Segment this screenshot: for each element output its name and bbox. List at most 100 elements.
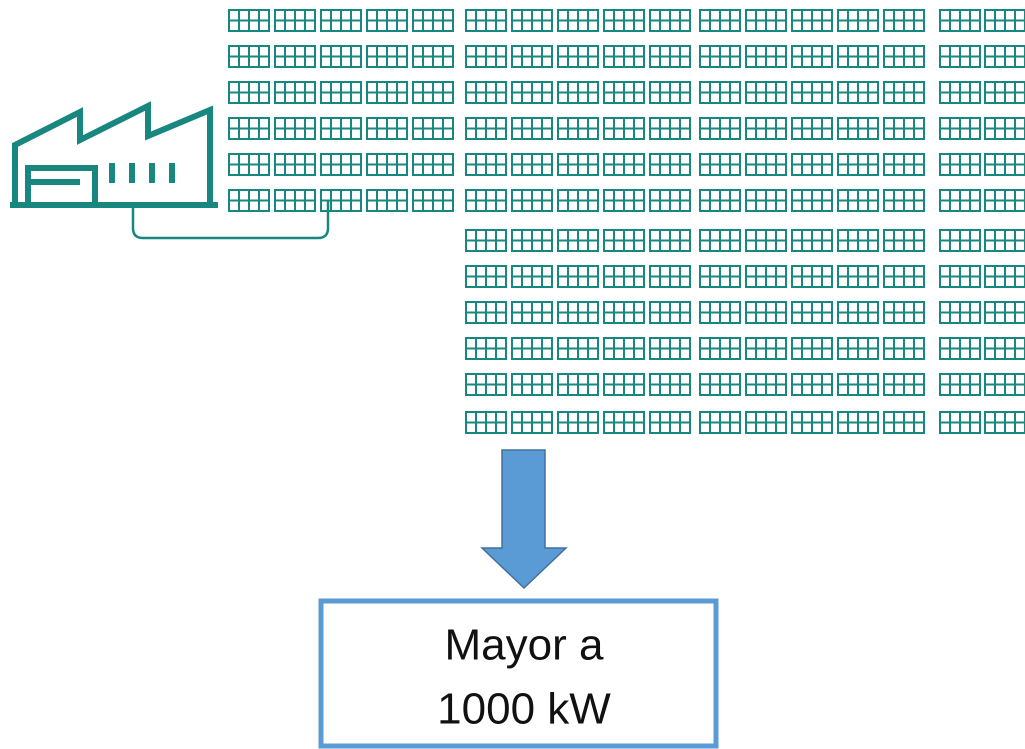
- solar-panel: [792, 230, 832, 251]
- solar-panel: [321, 154, 361, 175]
- solar-panel: [466, 230, 506, 251]
- solar-panel: [558, 266, 598, 287]
- solar-panel: [792, 374, 832, 395]
- solar-panel: [884, 118, 924, 139]
- solar-panel: [367, 46, 407, 67]
- solar-panel: [746, 190, 786, 211]
- solar-panel: [700, 230, 740, 251]
- solar-panel: [558, 412, 598, 433]
- solar-panel: [884, 302, 924, 323]
- solar-panel: [275, 82, 315, 103]
- solar-panel: [558, 10, 598, 31]
- solar-panel: [940, 82, 980, 103]
- solar-panels: [229, 10, 1025, 433]
- solar-panel: [792, 190, 832, 211]
- solar-panel: [884, 266, 924, 287]
- solar-panel: [884, 190, 924, 211]
- solar-panel: [940, 46, 980, 67]
- solar-panel: [838, 190, 878, 211]
- solar-panel: [746, 338, 786, 359]
- solar-panel: [940, 10, 980, 31]
- solar-panel: [512, 302, 552, 323]
- solar-panel: [884, 412, 924, 433]
- solar-panel: [700, 374, 740, 395]
- solar-panel: [558, 374, 598, 395]
- solar-panel: [940, 266, 980, 287]
- solar-panel: [321, 82, 361, 103]
- solar-panel: [940, 190, 980, 211]
- solar-panel: [700, 302, 740, 323]
- solar-panel: [367, 190, 407, 211]
- solar-panel: [229, 46, 269, 67]
- solar-panel: [650, 46, 690, 67]
- solar-panel: [604, 230, 644, 251]
- solar-panel: [466, 10, 506, 31]
- solar-panel: [321, 10, 361, 31]
- solar-panel: [985, 412, 1025, 433]
- solar-panel: [700, 118, 740, 139]
- solar-panel: [838, 374, 878, 395]
- solar-panel: [512, 190, 552, 211]
- solar-panel: [512, 338, 552, 359]
- solar-panel: [466, 266, 506, 287]
- solar-panel: [700, 46, 740, 67]
- solar-panel: [985, 118, 1025, 139]
- solar-panel: [985, 302, 1025, 323]
- solar-panel: [746, 374, 786, 395]
- solar-panel: [413, 118, 453, 139]
- solar-panel: [746, 10, 786, 31]
- solar-panel: [275, 10, 315, 31]
- solar-panel: [650, 154, 690, 175]
- solar-panel: [367, 154, 407, 175]
- solar-panel: [466, 374, 506, 395]
- solar-panel: [792, 118, 832, 139]
- solar-panel: [838, 82, 878, 103]
- solar-panel: [558, 338, 598, 359]
- solar-panel: [746, 302, 786, 323]
- solar-panel: [558, 190, 598, 211]
- solar-panel: [558, 46, 598, 67]
- arrow: [482, 450, 566, 588]
- solar-panel: [884, 82, 924, 103]
- solar-panel: [884, 154, 924, 175]
- solar-panel: [985, 338, 1025, 359]
- solar-panel: [700, 266, 740, 287]
- solar-panel: [985, 266, 1025, 287]
- box-line: 1000 kW: [437, 685, 611, 734]
- solar-panel: [466, 302, 506, 323]
- solar-panel: [512, 154, 552, 175]
- solar-panel: [985, 190, 1025, 211]
- solar-panel: [367, 10, 407, 31]
- solar-panel: [512, 374, 552, 395]
- solar-panel: [792, 302, 832, 323]
- solar-panel: [650, 374, 690, 395]
- solar-panel: [466, 154, 506, 175]
- solar-panel: [940, 154, 980, 175]
- solar-panel: [746, 266, 786, 287]
- solar-panel: [650, 10, 690, 31]
- solar-panel: [792, 82, 832, 103]
- solar-panel: [367, 82, 407, 103]
- solar-panel: [604, 374, 644, 395]
- solar-panel: [792, 154, 832, 175]
- solar-panel: [985, 46, 1025, 67]
- solar-panel: [700, 10, 740, 31]
- solar-panel: [700, 190, 740, 211]
- solar-panel: [985, 82, 1025, 103]
- solar-panel: [466, 338, 506, 359]
- solar-panel: [275, 118, 315, 139]
- solar-panel: [838, 412, 878, 433]
- solar-panel: [792, 412, 832, 433]
- solar-panel: [512, 230, 552, 251]
- solar-panel: [792, 266, 832, 287]
- solar-panel: [512, 10, 552, 31]
- solar-panel: [512, 82, 552, 103]
- solar-panel: [838, 230, 878, 251]
- solar-panel: [700, 412, 740, 433]
- solar-panel: [940, 230, 980, 251]
- solar-panel: [940, 302, 980, 323]
- solar-panel: [792, 46, 832, 67]
- solar-panel: [604, 338, 644, 359]
- solar-panel: [792, 338, 832, 359]
- solar-panel: [558, 82, 598, 103]
